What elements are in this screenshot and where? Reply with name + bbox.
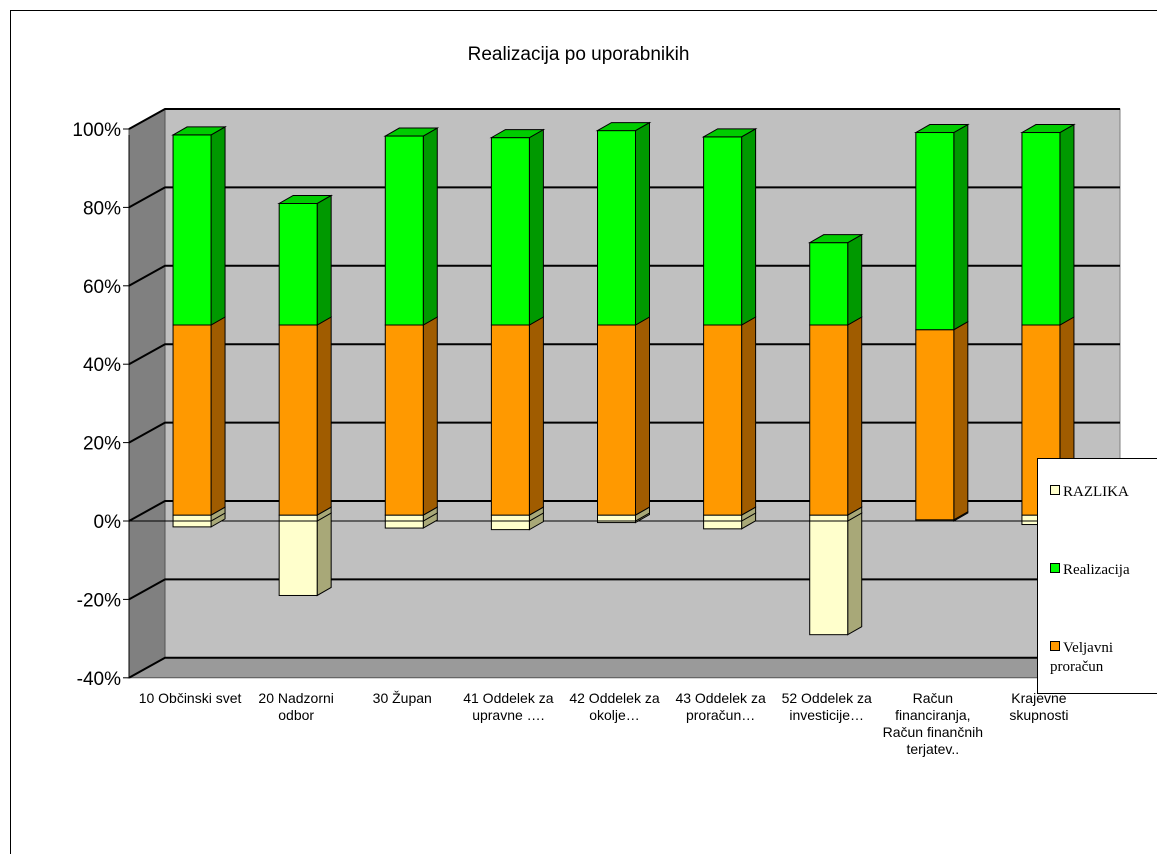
x-tick-label: 52 Oddelek za investicije… — [781, 690, 872, 723]
bar-veljavni-side — [635, 316, 650, 516]
x-tick-label: 43 Oddelek za proračun… — [675, 690, 766, 723]
bar-top — [277, 194, 334, 204]
gridline — [128, 656, 1120, 679]
legend-label-realizacija: Realizacija — [1063, 562, 1130, 578]
bar-realizacija — [809, 242, 849, 326]
bar-realizacija — [278, 202, 318, 326]
bar-realizacija-side — [741, 127, 757, 326]
bar-veljavni — [490, 324, 530, 516]
bar-razlika-cap — [278, 514, 318, 522]
y-tick-label: -40% — [77, 669, 121, 690]
bar-realizacija-side — [847, 233, 863, 326]
bar-realizacija-side — [422, 127, 438, 326]
y-tick-label: 80% — [83, 198, 121, 219]
bar-razlika-side — [847, 512, 863, 636]
x-tick-label: 10 Občinski svet — [138, 690, 242, 706]
legend-item-veljavni: Veljavni proračun — [1050, 639, 1140, 677]
chart-title: Realizacija po uporabnikih — [467, 44, 690, 65]
bar-razlika — [490, 520, 530, 531]
bar-veljavni — [172, 324, 212, 516]
bar-top — [1020, 124, 1076, 134]
bar-razlika-cap — [490, 514, 530, 522]
bar-realizacija — [172, 134, 212, 326]
bar-veljavni-side — [528, 316, 544, 516]
chart-floor — [127, 657, 1122, 679]
y-tick-label: 0% — [94, 512, 122, 533]
gridline — [128, 264, 1120, 287]
bar-veljavni-side — [316, 316, 332, 516]
bar-razlika — [172, 520, 212, 528]
bar-realizacija — [597, 130, 636, 326]
bar-razlika-cap — [597, 514, 636, 522]
x-tick-label: 30 Župan — [372, 690, 432, 706]
bar-top — [595, 122, 652, 132]
legend: RAZLIKA Realizacija Veljavni proračun — [1037, 458, 1157, 694]
bar-veljavni-side — [953, 320, 969, 521]
bar-razlika-cap — [172, 514, 212, 522]
bar-veljavni — [278, 324, 318, 516]
legend-swatch-veljavni — [1050, 641, 1060, 651]
bar-realizacija-side — [528, 128, 544, 326]
gridline — [128, 343, 1120, 366]
bar-veljavni — [915, 329, 955, 521]
bar-top — [913, 124, 970, 134]
gridline — [128, 186, 1120, 209]
bar-realizacija — [703, 136, 743, 326]
y-tick-label: 40% — [83, 355, 121, 376]
x-tick-label: 20 Nadzorni odbor — [258, 690, 334, 723]
x-tick-label: Račun financiranja, Račun finančnih terj… — [882, 690, 984, 757]
bar-veljavni-side — [210, 316, 226, 516]
bar-veljavni-side — [847, 316, 863, 516]
bar-veljavni — [809, 324, 849, 516]
x-tick-label: Krajevne skupnosti — [1009, 690, 1069, 723]
bar-veljavni — [703, 324, 743, 516]
y-tick-label: -20% — [77, 590, 121, 611]
bar-top — [701, 128, 758, 138]
bar-razlika — [809, 520, 849, 636]
gridline — [128, 108, 1120, 130]
bar-realizacija-side — [210, 126, 226, 326]
bar-top — [807, 234, 864, 244]
bar-razlika — [278, 520, 318, 596]
y-tick-label: 60% — [83, 277, 121, 298]
x-tick-label: 41 Oddelek za upravne …. — [463, 690, 554, 723]
gridline — [128, 500, 1120, 522]
bar-realizacija-side — [635, 121, 650, 326]
bar-razlika-cap — [384, 514, 424, 522]
bar-top — [383, 127, 440, 137]
bar-razlika-cap — [809, 514, 849, 522]
bar-veljavni-side — [741, 316, 757, 516]
bar-veljavni-side — [422, 316, 438, 516]
bar-realizacija — [1021, 132, 1061, 326]
bar-realizacija-side — [316, 194, 332, 326]
legend-item-razlika: RAZLIKA — [1050, 483, 1129, 502]
bar-realizacija — [384, 135, 424, 326]
legend-item-realizacija: Realizacija — [1050, 561, 1130, 580]
bar-razlika-cap — [703, 514, 743, 522]
legend-swatch-realizacija — [1050, 563, 1060, 573]
chart-side-wall — [128, 108, 166, 679]
bar-realizacija-side — [1059, 123, 1075, 326]
legend-swatch-razlika — [1050, 485, 1060, 495]
bar-top — [489, 129, 546, 139]
bar-realizacija — [915, 132, 955, 331]
legend-label-veljavni: Veljavni proračun — [1050, 640, 1113, 675]
x-tick-label: 42 Oddelek za okolje… — [569, 690, 660, 723]
bar-realizacija-side — [953, 123, 969, 331]
bar-veljavni — [384, 324, 424, 516]
legend-label-razlika: RAZLIKA — [1063, 484, 1129, 500]
y-tick-label: 100% — [72, 120, 121, 141]
bar-veljavni — [597, 324, 636, 516]
bar-razlika — [384, 520, 424, 529]
y-tick-label: 20% — [83, 434, 121, 455]
gridline — [128, 578, 1120, 601]
bar-top — [171, 126, 227, 136]
gridline — [128, 421, 1120, 444]
bar-razlika — [703, 520, 743, 530]
chart-frame — [10, 10, 1157, 854]
bar-realizacija — [490, 137, 530, 326]
bar-razlika-side — [316, 512, 332, 597]
